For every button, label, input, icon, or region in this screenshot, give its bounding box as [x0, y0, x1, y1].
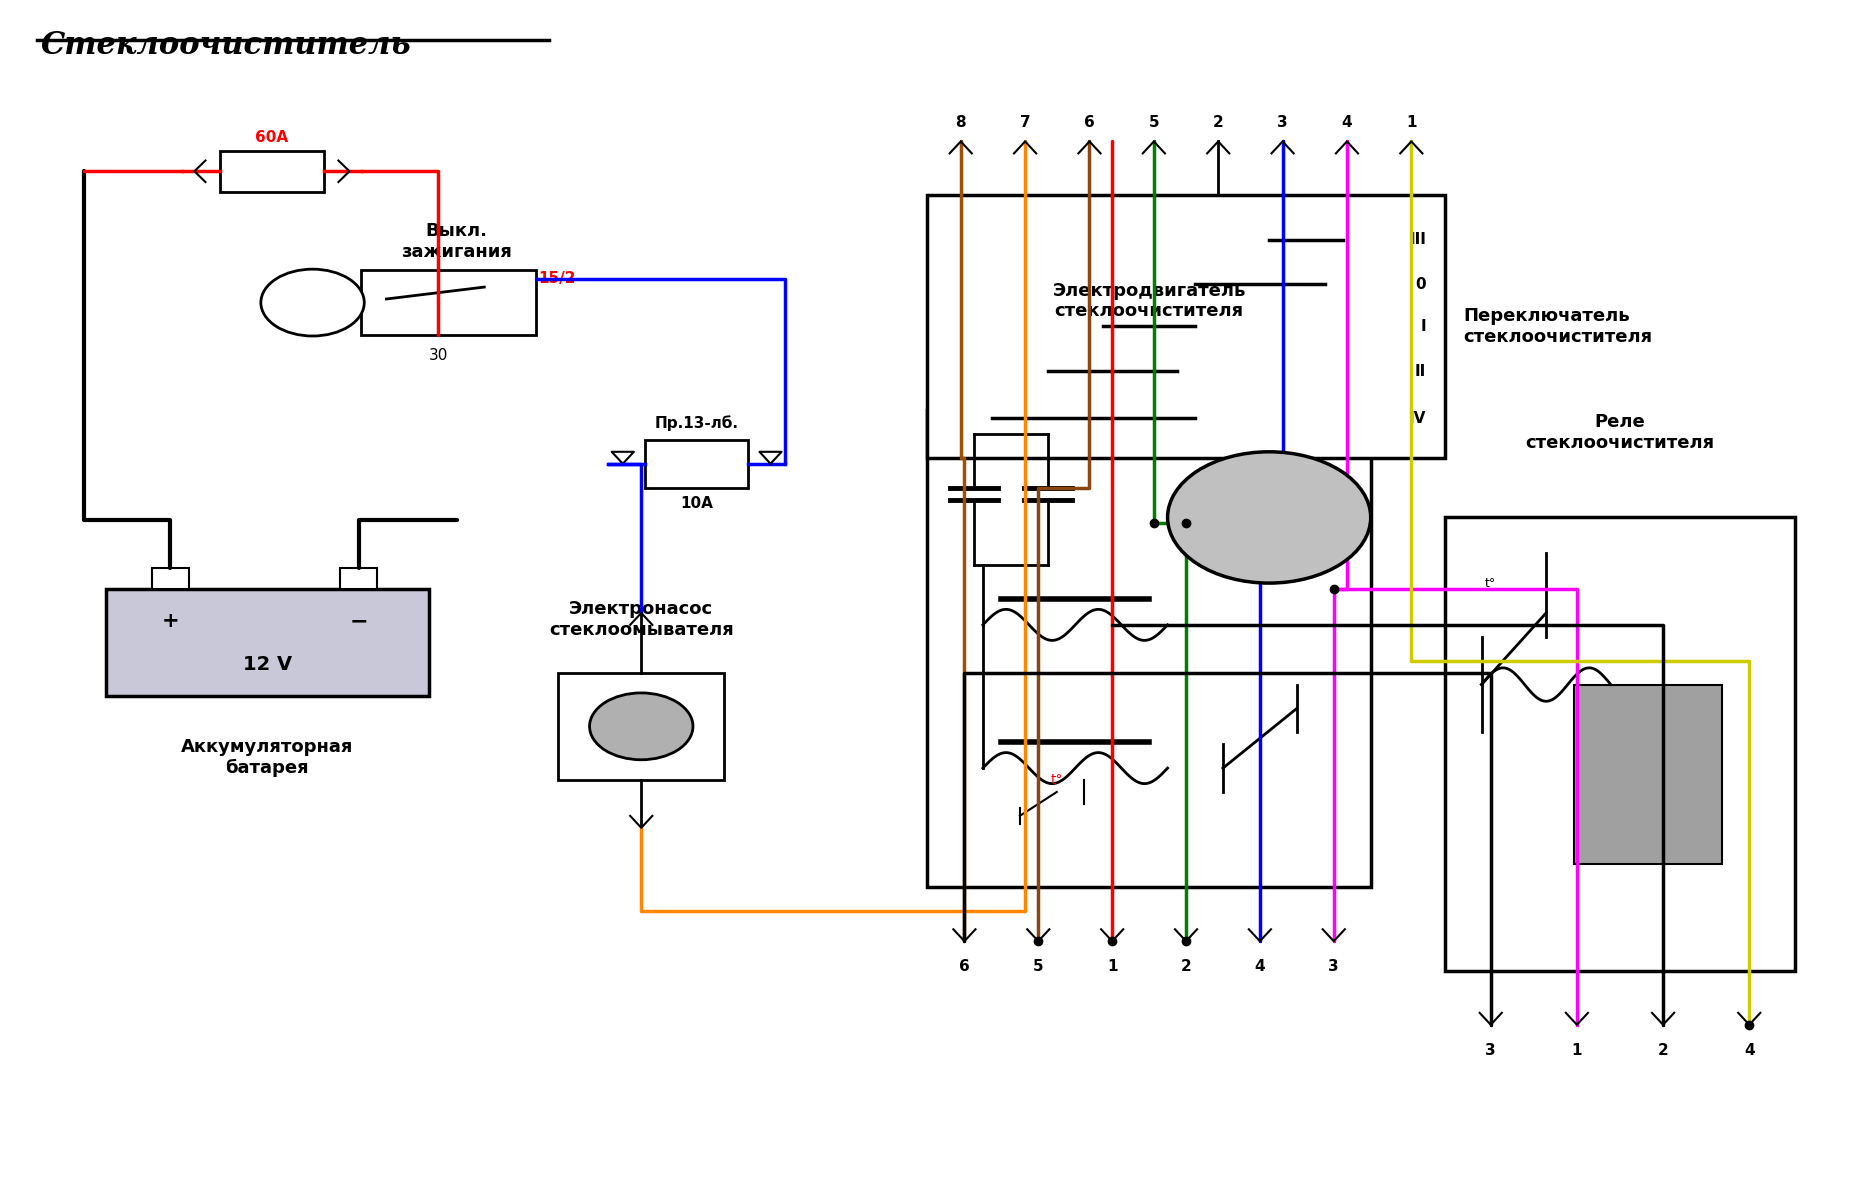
Text: Реле
стеклоочистителя: Реле стеклоочистителя: [1525, 413, 1714, 452]
Text: 2: 2: [1658, 1042, 1668, 1058]
Text: 2: 2: [1180, 959, 1191, 974]
Text: 60А: 60А: [256, 130, 289, 145]
FancyBboxPatch shape: [221, 151, 323, 191]
Text: 7: 7: [1020, 114, 1030, 130]
Text: 3: 3: [1486, 1042, 1495, 1058]
Text: 0: 0: [1415, 276, 1426, 292]
FancyBboxPatch shape: [1573, 685, 1721, 863]
Text: 10А: 10А: [681, 496, 712, 511]
Text: Аккумуляторная
батарея: Аккумуляторная батарея: [182, 738, 354, 778]
FancyBboxPatch shape: [928, 410, 1371, 887]
FancyBboxPatch shape: [106, 589, 429, 696]
Text: 2: 2: [1213, 114, 1224, 130]
Circle shape: [1167, 452, 1371, 583]
Text: 1: 1: [1571, 1042, 1582, 1058]
Text: 3: 3: [1278, 114, 1287, 130]
Text: IV: IV: [1408, 411, 1426, 426]
Text: 1: 1: [1406, 114, 1417, 130]
Circle shape: [590, 692, 694, 760]
Text: I: I: [1421, 319, 1426, 334]
Text: 4: 4: [1341, 114, 1352, 130]
FancyBboxPatch shape: [152, 567, 189, 589]
Text: Стеклоочиститель: Стеклоочиститель: [41, 30, 412, 61]
Text: 3: 3: [1328, 959, 1339, 974]
Text: 15/2: 15/2: [538, 272, 575, 286]
FancyBboxPatch shape: [928, 195, 1445, 458]
Text: Пр.13-лб.: Пр.13-лб.: [655, 416, 738, 432]
FancyBboxPatch shape: [558, 673, 723, 780]
Text: +: +: [161, 612, 180, 631]
Text: Электродвигатель
стеклоочистителя: Электродвигатель стеклоочистителя: [1052, 281, 1247, 321]
Text: 30: 30: [429, 347, 447, 363]
Text: Выкл.
зажигания: Выкл. зажигания: [401, 222, 512, 261]
Text: 12 V: 12 V: [243, 655, 291, 674]
Text: 6: 6: [1083, 114, 1094, 130]
Text: Переключатель
стеклоочистителя: Переключатель стеклоочистителя: [1464, 307, 1653, 346]
FancyBboxPatch shape: [1445, 517, 1796, 971]
Text: 4: 4: [1254, 959, 1265, 974]
Text: t°: t°: [1050, 773, 1063, 787]
Text: 5: 5: [1033, 959, 1044, 974]
Text: Электронасос
стеклоомывателя: Электронасос стеклоомывателя: [549, 600, 733, 639]
FancyBboxPatch shape: [646, 440, 748, 488]
Text: 1: 1: [1107, 959, 1117, 974]
Text: 4: 4: [1744, 1042, 1755, 1058]
Text: 8: 8: [955, 114, 966, 130]
Text: −: −: [349, 612, 367, 631]
Circle shape: [262, 269, 364, 337]
Text: 6: 6: [959, 959, 970, 974]
FancyBboxPatch shape: [360, 270, 536, 335]
Text: II: II: [1415, 363, 1426, 379]
Text: III: III: [1410, 232, 1426, 248]
Text: 5: 5: [1148, 114, 1159, 130]
Text: t°: t°: [1486, 577, 1497, 590]
FancyBboxPatch shape: [339, 567, 377, 589]
